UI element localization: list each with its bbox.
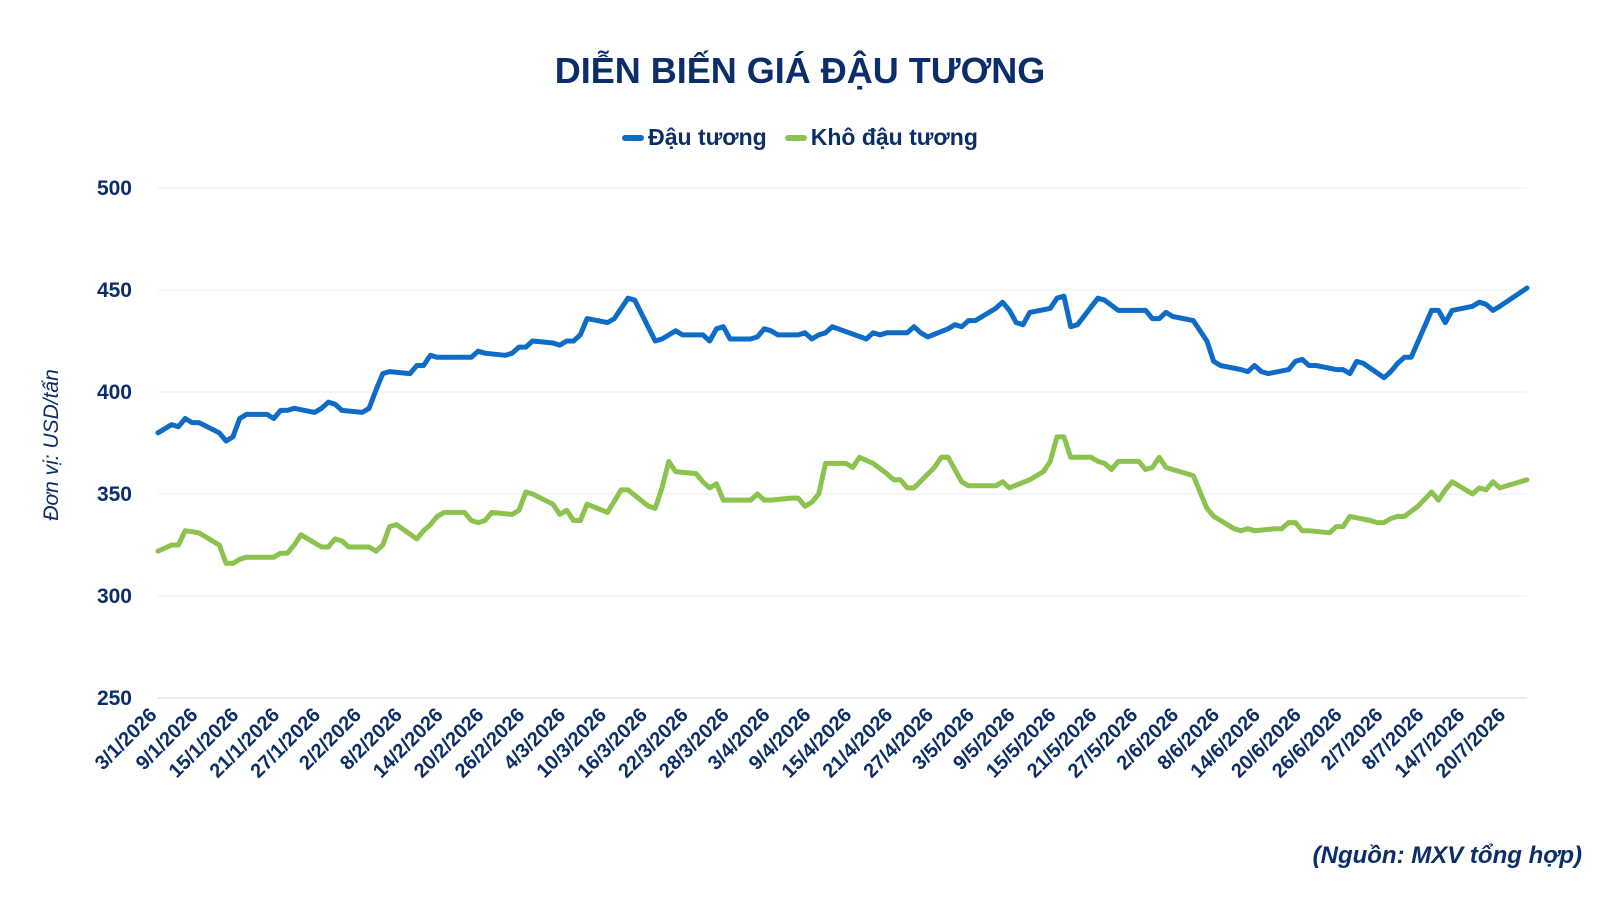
series-line-kho-dau-tuong (155, 434, 1530, 566)
legend-label-kho-dau-tuong: Khô đậu tương (810, 124, 978, 150)
y-tick-label: 350 (97, 483, 132, 506)
y-tick-label: 500 (97, 177, 132, 200)
legend-item-kho-dau-tuong[interactable]: Khô đậu tương (784, 124, 978, 151)
y-tick-label: 300 (97, 585, 132, 608)
legend-swatch-dau-tuong (622, 134, 645, 141)
y-tick-label: 450 (97, 279, 132, 302)
y-axis-ticks: 250 300 350 400 450 500 (97, 177, 132, 710)
chart-title: DIỄN BIẾN GIÁ ĐẬU TƯƠNG (554, 50, 1046, 91)
legend-item-dau-tuong[interactable]: Đậu tương (622, 124, 767, 151)
gridlines (158, 187, 1527, 699)
legend-swatch-kho-dau-tuong (784, 134, 807, 141)
source-note: (Nguồn: MXV tổng hợp) (1312, 842, 1582, 869)
legend-label-dau-tuong: Đậu tương (648, 124, 767, 150)
x-axis-ticks: 3/1/20269/1/202615/1/202621/1/202627/1/2… (91, 704, 1510, 783)
y-tick-label: 400 (97, 381, 132, 404)
y-tick-label: 250 (97, 687, 132, 710)
series-lines (155, 285, 1530, 566)
series-line-dau-tuong (155, 285, 1530, 444)
legend: Đậu tương Khô đậu tương (0, 124, 1600, 151)
